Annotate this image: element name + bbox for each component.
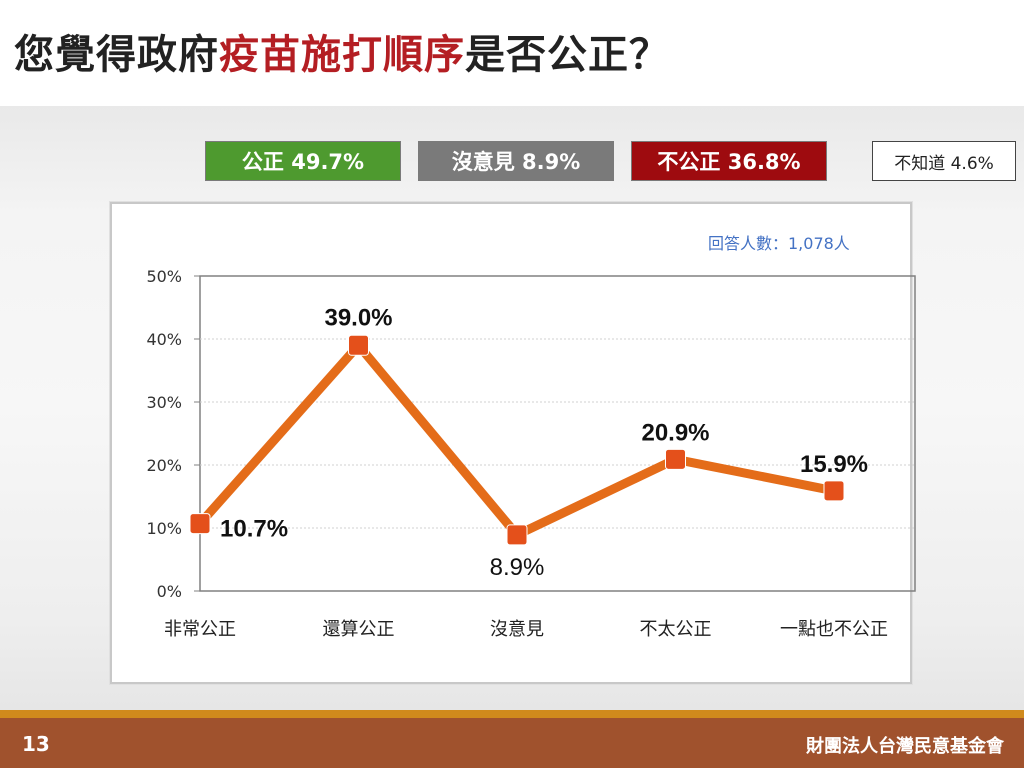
y-tick-label: 20% <box>146 456 182 475</box>
summary-no-opinion: 沒意見 8.9% <box>418 141 614 181</box>
plot-area <box>199 275 916 592</box>
organization-name: 財團法人台灣民意基金會 <box>806 736 1004 757</box>
title-suffix: 是否公正？ <box>465 32 670 78</box>
footer-accent-bar <box>0 710 1024 718</box>
x-category-label: 非常公正 <box>164 619 236 640</box>
x-category-label: 還算公正 <box>323 619 395 640</box>
footer-bar <box>0 718 1024 768</box>
summary-unfair: 不公正 36.8% <box>631 141 827 181</box>
y-tick-label: 0% <box>157 582 182 601</box>
title-prefix: 您覺得政府 <box>14 32 219 78</box>
y-tick-label: 30% <box>146 393 182 412</box>
summary-dont-know: 不知道 4.6% <box>872 141 1016 181</box>
data-label: 20.9% <box>641 419 709 446</box>
respondent-count: 回答人數：1,078人 <box>708 234 850 253</box>
data-label: 10.7% <box>220 516 288 543</box>
chart-frame <box>110 202 912 684</box>
page-title: 您覺得政府疫苗施打順序是否公正？ <box>14 22 670 80</box>
title-highlight: 疫苗施打順序 <box>219 32 465 78</box>
page-number: 13 <box>22 732 50 756</box>
data-point-marker <box>665 448 686 470</box>
x-category-label: 不太公正 <box>640 619 712 640</box>
data-label: 39.0% <box>324 304 392 331</box>
x-category-label: 沒意見 <box>490 619 544 640</box>
data-label: 8.9% <box>490 554 545 581</box>
x-category-label: 一點也不公正 <box>780 619 888 640</box>
data-point-marker <box>823 480 845 502</box>
data-point-marker <box>348 334 369 356</box>
data-point-marker <box>506 524 528 546</box>
y-tick-label: 40% <box>146 330 182 349</box>
y-tick-label: 10% <box>146 519 182 538</box>
data-point-marker <box>189 513 211 535</box>
series-line <box>195 340 839 540</box>
data-label: 15.9% <box>800 451 868 478</box>
y-tick-label: 50% <box>146 267 182 286</box>
summary-fair: 公正 49.7% <box>205 141 401 181</box>
